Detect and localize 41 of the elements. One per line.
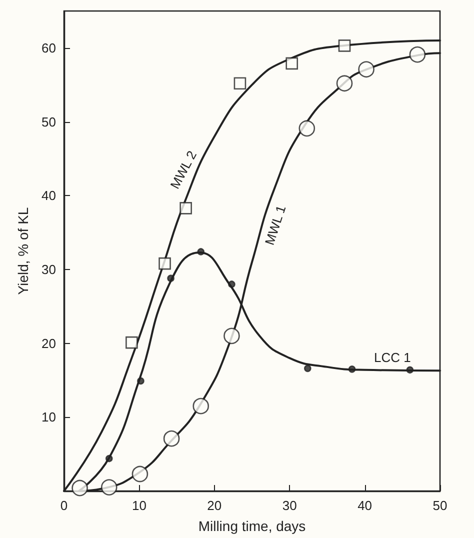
point xyxy=(105,454,113,462)
point xyxy=(286,57,298,70)
point xyxy=(192,398,210,414)
point xyxy=(336,75,353,92)
point xyxy=(409,46,426,63)
point xyxy=(298,120,316,137)
point xyxy=(72,480,88,496)
text: MWL 2 xyxy=(167,148,200,192)
y-tick-label: 20 xyxy=(42,336,56,351)
point xyxy=(358,61,374,78)
y-tick-label: 40 xyxy=(42,188,56,204)
point xyxy=(348,366,356,373)
x-tick-label: 20 xyxy=(207,498,222,513)
point xyxy=(126,336,138,349)
x-tick-label: 10 xyxy=(132,498,146,513)
x-tick-label: 0 xyxy=(60,498,68,513)
y-tick-label: 10 xyxy=(42,410,56,425)
point xyxy=(338,40,351,52)
point xyxy=(137,377,144,385)
point xyxy=(224,328,240,344)
x-tick-label: 50 xyxy=(432,498,448,513)
y-axis-title: Yield, % of KL xyxy=(15,207,31,295)
y-tick-label: 60 xyxy=(42,40,56,56)
point xyxy=(158,257,171,270)
text: MWL 1 xyxy=(262,204,289,247)
point xyxy=(304,364,312,372)
point xyxy=(406,366,414,374)
point xyxy=(167,274,174,282)
y-tick-label: 30 xyxy=(42,262,56,277)
y-tick-label: 50 xyxy=(42,114,56,130)
point xyxy=(228,280,236,288)
point xyxy=(100,479,118,496)
point xyxy=(197,248,205,256)
point xyxy=(132,466,148,482)
x-axis-title: Milling time, days xyxy=(198,518,306,534)
series-label: LCC 1 xyxy=(374,350,411,365)
x-tick-label: 30 xyxy=(282,498,297,513)
point xyxy=(180,202,192,214)
point xyxy=(163,430,180,447)
x-tick-label: 40 xyxy=(358,498,372,513)
point xyxy=(234,77,246,90)
